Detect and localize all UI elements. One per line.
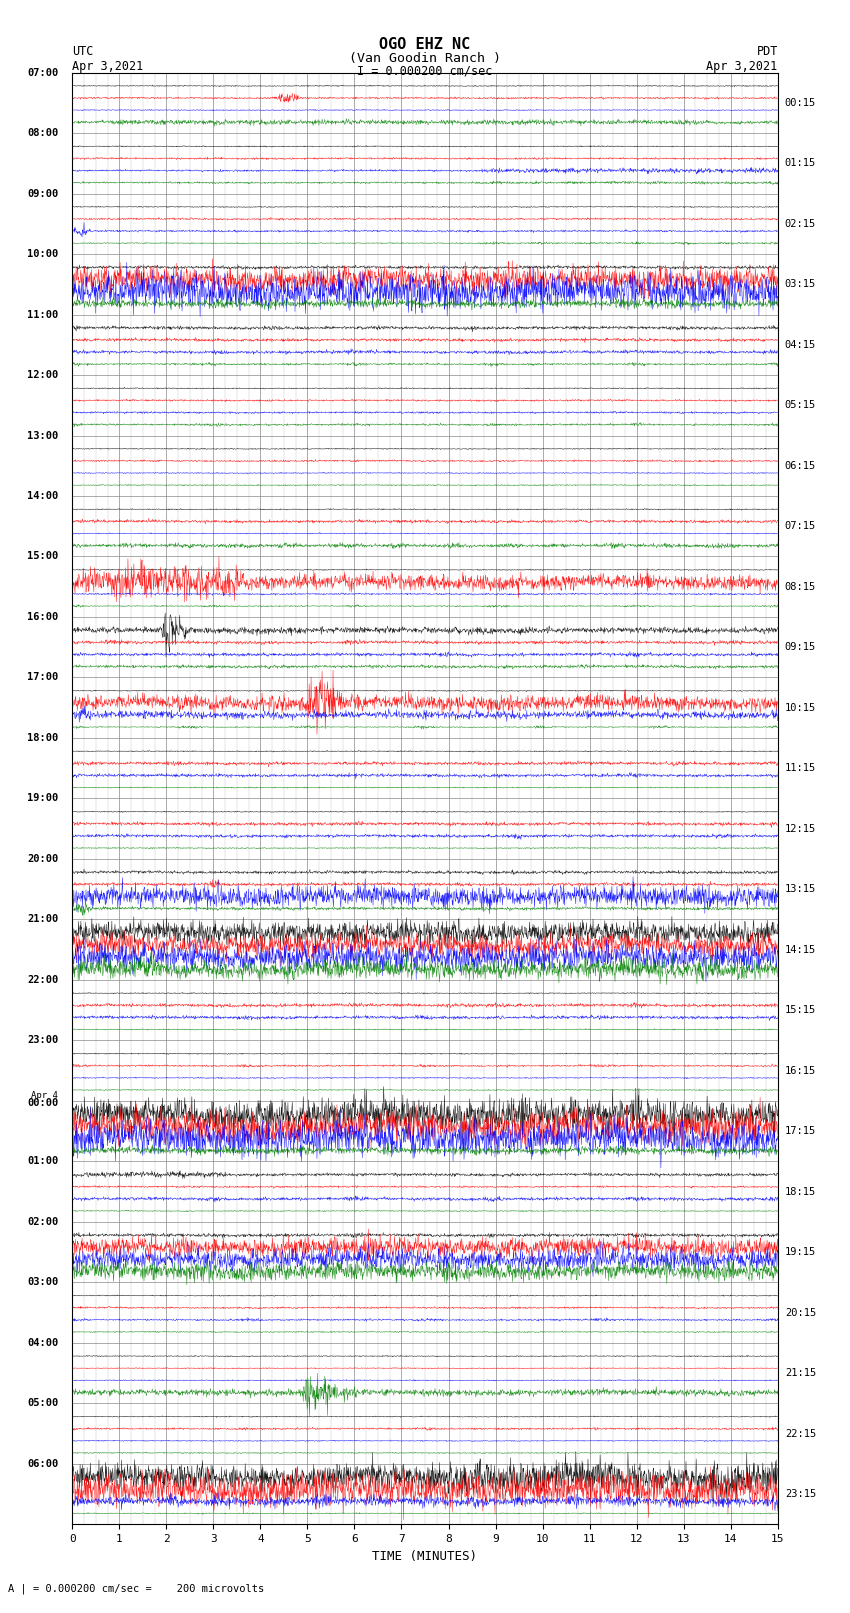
Text: 13:15: 13:15 [785, 884, 816, 894]
Text: 15:15: 15:15 [785, 1005, 816, 1015]
Text: 20:00: 20:00 [27, 853, 58, 865]
Text: I = 0.000200 cm/sec: I = 0.000200 cm/sec [357, 65, 493, 77]
Text: PDT: PDT [756, 45, 778, 58]
Text: 22:00: 22:00 [27, 974, 58, 986]
Text: 00:15: 00:15 [785, 98, 816, 108]
Text: (Van Goodin Ranch ): (Van Goodin Ranch ) [349, 52, 501, 65]
Text: 12:00: 12:00 [27, 369, 58, 381]
Text: 02:00: 02:00 [27, 1216, 58, 1227]
Text: A | = 0.000200 cm/sec =    200 microvolts: A | = 0.000200 cm/sec = 200 microvolts [8, 1582, 264, 1594]
Text: 13:00: 13:00 [27, 431, 58, 440]
Text: 08:15: 08:15 [785, 582, 816, 592]
Text: 18:15: 18:15 [785, 1187, 816, 1197]
Text: 11:00: 11:00 [27, 310, 58, 319]
Text: 04:00: 04:00 [27, 1337, 58, 1348]
Text: Apr 3,2021: Apr 3,2021 [706, 60, 778, 73]
Text: 08:00: 08:00 [27, 127, 58, 139]
Text: 21:15: 21:15 [785, 1368, 816, 1378]
Text: 07:15: 07:15 [785, 521, 816, 531]
Text: 23:15: 23:15 [785, 1489, 816, 1498]
Text: 16:00: 16:00 [27, 611, 58, 623]
Text: 16:15: 16:15 [785, 1066, 816, 1076]
Text: OGO EHZ NC: OGO EHZ NC [379, 37, 471, 52]
Text: 06:15: 06:15 [785, 461, 816, 471]
Text: 00:00: 00:00 [27, 1098, 58, 1108]
Text: Apr 4: Apr 4 [31, 1090, 58, 1100]
Text: 05:15: 05:15 [785, 400, 816, 410]
Text: 22:15: 22:15 [785, 1429, 816, 1439]
Text: 10:15: 10:15 [785, 703, 816, 713]
Text: 15:00: 15:00 [27, 552, 58, 561]
Text: 09:15: 09:15 [785, 642, 816, 652]
Text: 19:00: 19:00 [27, 794, 58, 803]
Text: 05:00: 05:00 [27, 1398, 58, 1408]
Text: 11:15: 11:15 [785, 763, 816, 773]
Text: 01:15: 01:15 [785, 158, 816, 168]
Text: 18:00: 18:00 [27, 732, 58, 744]
Text: 17:00: 17:00 [27, 673, 58, 682]
Text: 06:00: 06:00 [27, 1458, 58, 1469]
Text: 23:00: 23:00 [27, 1036, 58, 1045]
Text: 04:15: 04:15 [785, 340, 816, 350]
Text: 20:15: 20:15 [785, 1308, 816, 1318]
X-axis label: TIME (MINUTES): TIME (MINUTES) [372, 1550, 478, 1563]
Text: 14:15: 14:15 [785, 945, 816, 955]
Text: 01:00: 01:00 [27, 1157, 58, 1166]
Text: 03:15: 03:15 [785, 279, 816, 289]
Text: 17:15: 17:15 [785, 1126, 816, 1136]
Text: 09:00: 09:00 [27, 189, 58, 198]
Text: 02:15: 02:15 [785, 219, 816, 229]
Text: 12:15: 12:15 [785, 824, 816, 834]
Text: 21:00: 21:00 [27, 915, 58, 924]
Text: Apr 3,2021: Apr 3,2021 [72, 60, 144, 73]
Text: 10:00: 10:00 [27, 248, 58, 260]
Text: 07:00: 07:00 [27, 68, 58, 77]
Text: 19:15: 19:15 [785, 1247, 816, 1257]
Text: UTC: UTC [72, 45, 94, 58]
Text: 03:00: 03:00 [27, 1277, 58, 1287]
Text: 14:00: 14:00 [27, 490, 58, 502]
